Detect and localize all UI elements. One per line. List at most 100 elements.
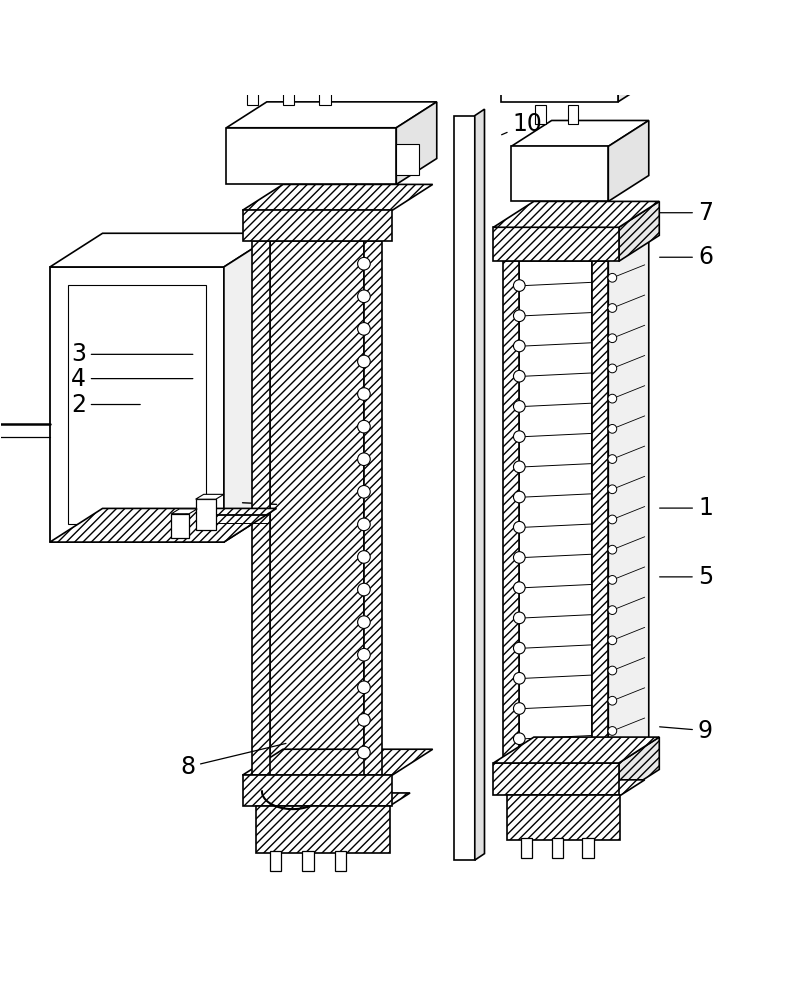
Polygon shape bbox=[270, 851, 281, 871]
Circle shape bbox=[513, 521, 525, 533]
Polygon shape bbox=[474, 109, 484, 860]
Polygon shape bbox=[501, 31, 658, 57]
Circle shape bbox=[607, 576, 616, 584]
Circle shape bbox=[357, 551, 370, 563]
Circle shape bbox=[513, 461, 525, 473]
Circle shape bbox=[513, 612, 525, 624]
Polygon shape bbox=[501, 57, 617, 102]
Text: 10: 10 bbox=[501, 112, 542, 136]
Circle shape bbox=[357, 648, 370, 661]
Circle shape bbox=[607, 666, 616, 675]
Circle shape bbox=[357, 453, 370, 466]
Polygon shape bbox=[234, 36, 394, 82]
Polygon shape bbox=[507, 795, 620, 840]
Polygon shape bbox=[618, 201, 659, 261]
Circle shape bbox=[513, 491, 525, 503]
Text: 6: 6 bbox=[659, 245, 712, 269]
Circle shape bbox=[357, 746, 370, 759]
Circle shape bbox=[357, 420, 370, 433]
Polygon shape bbox=[363, 241, 381, 775]
Text: 3: 3 bbox=[71, 342, 192, 366]
Polygon shape bbox=[224, 233, 277, 542]
Polygon shape bbox=[256, 793, 410, 806]
Polygon shape bbox=[551, 838, 562, 858]
Circle shape bbox=[607, 515, 616, 524]
Circle shape bbox=[513, 642, 525, 654]
Polygon shape bbox=[618, 737, 659, 795]
Polygon shape bbox=[511, 120, 648, 146]
Circle shape bbox=[607, 304, 616, 312]
Polygon shape bbox=[171, 514, 189, 538]
Circle shape bbox=[607, 273, 616, 282]
Circle shape bbox=[357, 485, 370, 498]
Polygon shape bbox=[617, 31, 658, 102]
Circle shape bbox=[607, 606, 616, 614]
Polygon shape bbox=[302, 851, 313, 871]
Polygon shape bbox=[396, 144, 418, 175]
Polygon shape bbox=[503, 261, 519, 763]
Text: 7: 7 bbox=[659, 201, 712, 225]
Polygon shape bbox=[319, 86, 330, 105]
Polygon shape bbox=[534, 105, 545, 124]
Polygon shape bbox=[171, 509, 197, 514]
Polygon shape bbox=[270, 241, 363, 775]
Circle shape bbox=[513, 431, 525, 442]
Polygon shape bbox=[521, 838, 531, 858]
Polygon shape bbox=[283, 86, 294, 105]
Circle shape bbox=[357, 583, 370, 596]
Circle shape bbox=[513, 703, 525, 714]
Circle shape bbox=[513, 733, 525, 745]
Circle shape bbox=[607, 636, 616, 645]
Circle shape bbox=[357, 355, 370, 368]
Polygon shape bbox=[607, 235, 648, 763]
Circle shape bbox=[607, 696, 616, 705]
Circle shape bbox=[607, 485, 616, 494]
Circle shape bbox=[513, 401, 525, 412]
Polygon shape bbox=[334, 851, 345, 871]
Polygon shape bbox=[50, 267, 224, 542]
Polygon shape bbox=[256, 806, 389, 853]
Polygon shape bbox=[226, 102, 436, 128]
Polygon shape bbox=[50, 233, 277, 267]
Polygon shape bbox=[67, 285, 206, 524]
Polygon shape bbox=[247, 86, 258, 105]
Polygon shape bbox=[195, 494, 224, 499]
Text: 2: 2 bbox=[71, 393, 140, 417]
Polygon shape bbox=[453, 116, 474, 860]
Polygon shape bbox=[511, 146, 607, 201]
Polygon shape bbox=[493, 227, 618, 261]
Polygon shape bbox=[396, 102, 436, 184]
Circle shape bbox=[607, 334, 616, 343]
Text: 4: 4 bbox=[71, 367, 192, 391]
Polygon shape bbox=[493, 201, 659, 227]
Polygon shape bbox=[493, 737, 659, 763]
Circle shape bbox=[357, 290, 370, 303]
Circle shape bbox=[357, 323, 370, 335]
Text: 9: 9 bbox=[659, 719, 712, 743]
Circle shape bbox=[357, 388, 370, 400]
Circle shape bbox=[357, 518, 370, 531]
Circle shape bbox=[357, 681, 370, 694]
Circle shape bbox=[607, 424, 616, 433]
Circle shape bbox=[607, 364, 616, 373]
Polygon shape bbox=[394, 10, 435, 82]
Circle shape bbox=[513, 370, 525, 382]
Circle shape bbox=[513, 582, 525, 593]
Circle shape bbox=[357, 257, 370, 270]
Polygon shape bbox=[226, 128, 396, 184]
Polygon shape bbox=[195, 499, 216, 530]
Circle shape bbox=[513, 552, 525, 563]
Text: 8: 8 bbox=[180, 743, 285, 779]
Circle shape bbox=[513, 672, 525, 684]
Polygon shape bbox=[234, 10, 435, 36]
Circle shape bbox=[513, 310, 525, 322]
Polygon shape bbox=[607, 120, 648, 201]
Polygon shape bbox=[581, 838, 593, 858]
Circle shape bbox=[357, 616, 370, 628]
Circle shape bbox=[607, 727, 616, 735]
Circle shape bbox=[607, 455, 616, 463]
Polygon shape bbox=[519, 261, 591, 763]
Circle shape bbox=[607, 545, 616, 554]
Polygon shape bbox=[507, 780, 644, 795]
Circle shape bbox=[357, 714, 370, 726]
